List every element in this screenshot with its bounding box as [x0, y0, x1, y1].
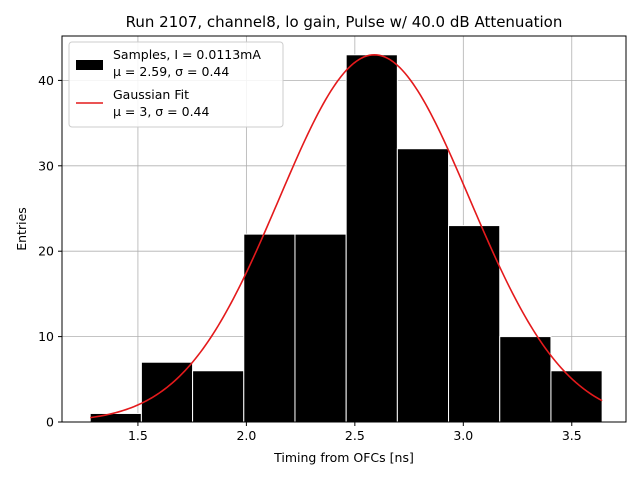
chart-title: Run 2107, channel8, lo gain, Pulse w/ 40…: [126, 13, 563, 31]
x-axis-label: Timing from OFCs [ns]: [273, 450, 414, 465]
y-axis-ticks: 0 10 20 30 40: [38, 73, 62, 430]
histogram-bar: [448, 225, 501, 423]
legend-histogram-swatch: [76, 60, 103, 70]
legend-histogram-label-line1: Samples, I = 0.0113mA: [113, 47, 261, 62]
histogram-bar: [345, 54, 398, 423]
y-tick-label: 10: [38, 329, 54, 344]
y-tick-label: 20: [38, 244, 54, 259]
histogram-bar: [192, 370, 245, 423]
legend-box: [68, 41, 284, 128]
legend-fit-label-line2: μ = 3, σ = 0.44: [113, 104, 209, 119]
histogram-bar: [396, 148, 450, 423]
y-axis-label: Entries: [14, 207, 29, 251]
y-tick-label: 40: [38, 73, 54, 88]
y-tick-label: 0: [46, 415, 54, 430]
x-tick-label: 2.5: [345, 428, 365, 443]
legend: Samples, I = 0.0113mA μ = 2.59, σ = 0.44…: [68, 41, 284, 128]
legend-histogram-label-line2: μ = 2.59, σ = 0.44: [113, 64, 229, 79]
histogram-bar: [89, 412, 142, 423]
gaussian-fit-line: [90, 53, 603, 419]
legend-fit-label-line1: Gaussian Fit: [113, 87, 189, 102]
x-tick-label: 3.5: [562, 428, 582, 443]
histogram-bar: [499, 336, 552, 423]
x-tick-label: 3.0: [453, 428, 473, 443]
y-tick-label: 30: [38, 158, 54, 173]
x-tick-label: 2.0: [236, 428, 256, 443]
plot-frame: [61, 35, 627, 423]
histogram-bar: [294, 233, 347, 423]
x-axis-ticks: 1.5 2.0 2.5 3.0 3.5: [128, 422, 582, 443]
x-tick-label: 1.5: [128, 428, 148, 443]
